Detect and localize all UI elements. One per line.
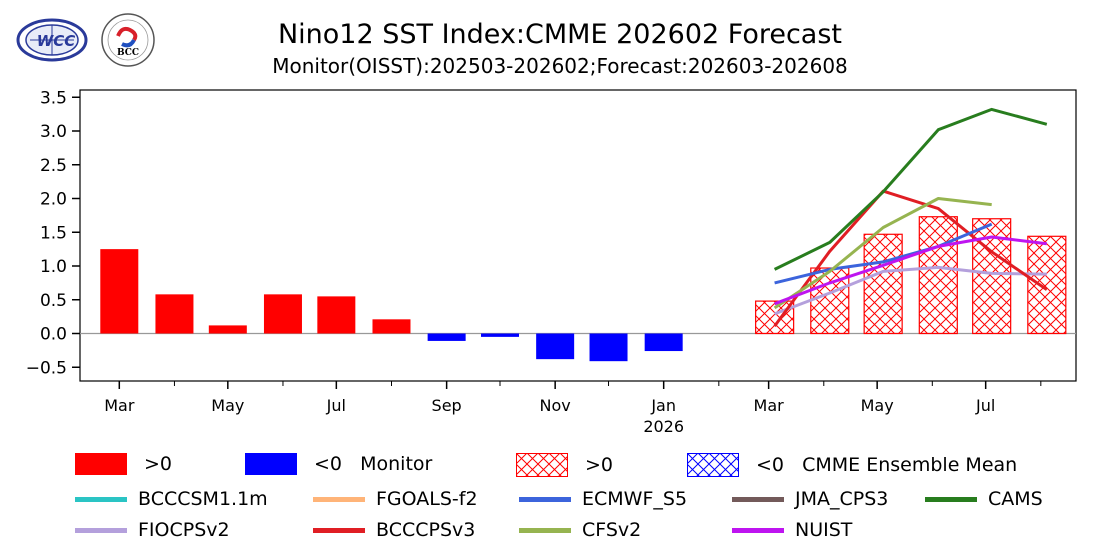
legend-swatch-blue bbox=[245, 453, 297, 475]
monitor-bar bbox=[263, 294, 302, 334]
legend-item-fiocpsv2: FIOCPSv2 bbox=[75, 519, 230, 541]
legend-cmme-negative: <0 CMME Ensemble Mean bbox=[687, 453, 1017, 477]
legend-label: CAMS bbox=[988, 488, 1043, 510]
legend-label: >0 bbox=[585, 454, 614, 476]
legend-line-swatch bbox=[925, 496, 977, 502]
legend-cmme-positive: >0 bbox=[516, 453, 613, 477]
wcc-logo-wreath-icon bbox=[16, 18, 88, 62]
legend-swatch-blue-hatch bbox=[687, 453, 739, 477]
monitor-bars bbox=[100, 249, 683, 362]
plot-frame bbox=[79, 89, 1077, 382]
legend-item-cfsv2: CFSv2 bbox=[519, 519, 641, 541]
series-line-cams bbox=[773, 107, 1048, 271]
legend-label: >0 bbox=[144, 453, 173, 475]
y-tick-label: 2.0 bbox=[40, 190, 67, 210]
monitor-bar bbox=[536, 333, 575, 360]
monitor-bar bbox=[427, 333, 466, 341]
legend-swatch-red bbox=[75, 453, 127, 475]
chart-subtitle: Monitor(OISST):202503-202602;Forecast:20… bbox=[272, 54, 848, 78]
legend-line-swatch bbox=[732, 496, 784, 502]
legend-label: FIOCPSv2 bbox=[138, 519, 230, 541]
series-line-nuist bbox=[774, 235, 1047, 306]
ensemble-mean-bar bbox=[863, 233, 903, 335]
x-tick-label: Sep bbox=[432, 396, 462, 415]
chart-title: Nino12 SST Index:CMME 202602 Forecast bbox=[278, 19, 842, 50]
y-tick-label: 3.0 bbox=[40, 122, 67, 142]
x-tick-label: May bbox=[861, 396, 894, 415]
monitor-bar bbox=[481, 333, 520, 337]
monitor-bar bbox=[644, 333, 683, 352]
legend-line-swatch bbox=[519, 527, 571, 533]
legend: >0 <0 Monitor >0 <0 CMME Ensemble Mean B… bbox=[0, 445, 1120, 560]
series-line-ecmwf-s5 bbox=[774, 222, 993, 285]
model-lines bbox=[773, 107, 1048, 327]
y-tick-label: 3.5 bbox=[40, 88, 67, 108]
legend-label: BCCCPSv3 bbox=[376, 519, 476, 541]
legend-label: JMA_CPS3 bbox=[795, 488, 889, 510]
legend-item-nuist: NUIST bbox=[732, 519, 852, 541]
chart: WCC BCC Nino12 SST Index:CMME 202602 For… bbox=[16, 13, 1077, 436]
legend-label: FGOALS-f2 bbox=[376, 488, 478, 510]
legend-monitor-negative: <0 Monitor bbox=[245, 453, 432, 475]
legend-label: <0 CMME Ensemble Mean bbox=[756, 454, 1018, 476]
legend-label: NUIST bbox=[795, 519, 853, 541]
monitor-bar bbox=[589, 333, 628, 362]
ensemble-mean-bars bbox=[755, 216, 1067, 335]
wcc-logo-text: WCC bbox=[37, 32, 76, 50]
legend-item-ecmwf-s5: ECMWF_S5 bbox=[519, 488, 687, 510]
ensemble-mean-bar bbox=[1027, 235, 1067, 335]
bcc-logo-swirl-blue-icon bbox=[121, 39, 136, 48]
legend-label: ECMWF_S5 bbox=[582, 488, 688, 510]
bcc-logo-text: BCC bbox=[117, 48, 139, 58]
monitor-bar bbox=[317, 296, 356, 334]
legend-item-jma-cps3: JMA_CPS3 bbox=[732, 488, 888, 510]
legend-line-swatch bbox=[313, 527, 365, 533]
bcc-logo: BCC bbox=[101, 13, 155, 67]
legend-label: BCCCSM1.1m bbox=[138, 488, 268, 510]
legend-item-bcccsm1-1m: BCCCSM1.1m bbox=[75, 488, 268, 510]
legend-line-swatch bbox=[519, 496, 571, 502]
monitor-bar bbox=[155, 294, 194, 334]
y-tick-label: 0.0 bbox=[40, 325, 67, 345]
x-tick-label: Jan bbox=[650, 396, 676, 415]
wcc-logo: WCC bbox=[16, 18, 88, 62]
y-tick-label: 2.5 bbox=[40, 156, 67, 176]
monitor-bar bbox=[208, 325, 247, 334]
monitor-bar bbox=[372, 319, 411, 334]
x-tick-label: Jul bbox=[326, 396, 346, 415]
x-tick-label: Mar bbox=[754, 396, 785, 415]
legend-monitor-positive: >0 bbox=[75, 453, 172, 475]
legend-line-swatch bbox=[313, 496, 365, 502]
x-tick-label: Nov bbox=[540, 396, 571, 415]
series-line-cfsv2 bbox=[773, 197, 992, 310]
y-tick-label: 0.5 bbox=[40, 291, 67, 311]
y-tick-label: −0.5 bbox=[26, 358, 67, 378]
y-tick-label: 1.0 bbox=[40, 257, 67, 277]
legend-swatch-red-hatch bbox=[516, 453, 568, 477]
legend-line-swatch bbox=[75, 527, 127, 533]
x-tick-year-label: 2026 bbox=[643, 417, 684, 436]
monitor-bar bbox=[100, 249, 139, 334]
x-tick-label: Mar bbox=[104, 396, 135, 415]
series-line-fiocpsv2 bbox=[774, 265, 1047, 316]
legend-line-swatch bbox=[75, 496, 127, 502]
x-axis: Mar May Jul Sep Nov Jan 2026 Mar May Jul bbox=[104, 381, 1042, 436]
legend-item-bcccpsv3: BCCCPSv3 bbox=[313, 519, 475, 541]
legend-item-cams: CAMS bbox=[925, 488, 1043, 510]
ensemble-mean-bar bbox=[918, 216, 958, 335]
x-tick-label: Jul bbox=[975, 396, 995, 415]
legend-line-swatch bbox=[732, 527, 784, 533]
legend-item-fgoals-f2: FGOALS-f2 bbox=[313, 488, 478, 510]
y-axis: 3.5 3.0 2.5 2.0 1.5 1.0 0.5 0.0 −0.5 bbox=[26, 88, 80, 378]
y-tick-label: 1.5 bbox=[40, 223, 67, 243]
x-tick-label: May bbox=[211, 396, 244, 415]
legend-label: CFSv2 bbox=[582, 519, 642, 541]
series-line-bcccpsv3 bbox=[773, 189, 1048, 327]
legend-label: <0 Monitor bbox=[314, 453, 433, 475]
bcc-logo-swirl-red-icon bbox=[116, 26, 138, 42]
